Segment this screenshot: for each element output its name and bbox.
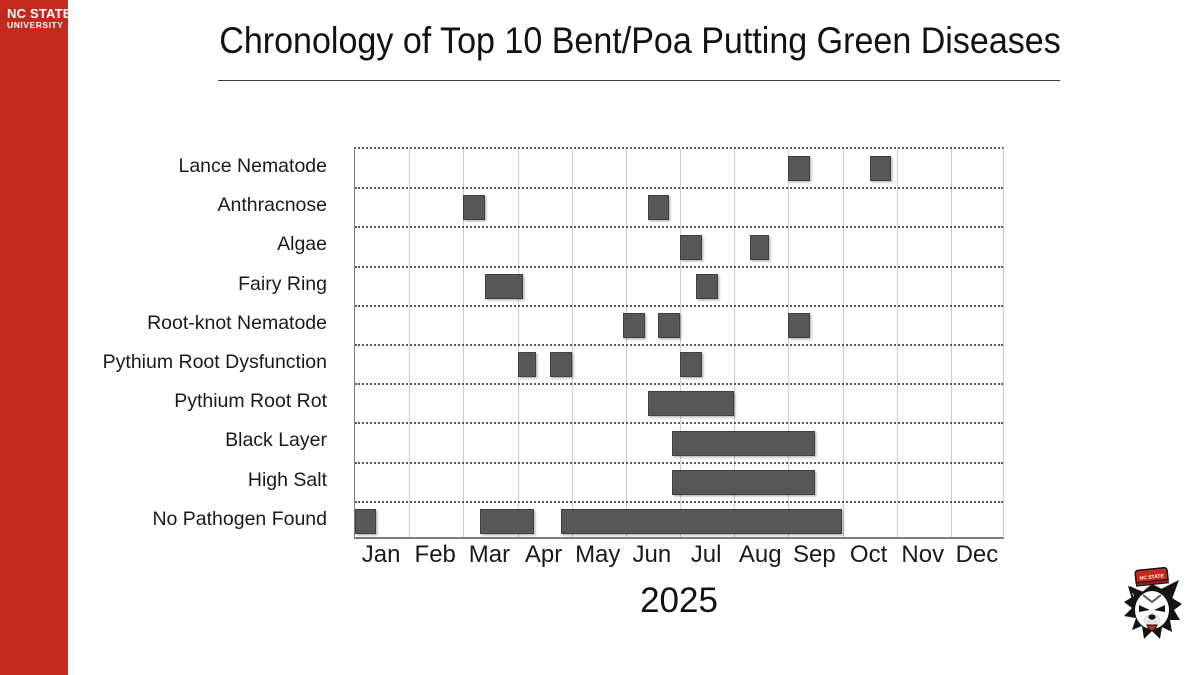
svg-text:NC STATE: NC STATE bbox=[1139, 573, 1164, 582]
row-label: Algae bbox=[277, 233, 327, 256]
nc-state-brand-bar: NC STATE UNIVERSITY bbox=[0, 0, 71, 675]
row-separator-line bbox=[355, 187, 1003, 190]
gantt-bar bbox=[750, 234, 770, 260]
month-gridline bbox=[463, 149, 465, 537]
gantt-bar bbox=[680, 352, 702, 378]
month-gridline bbox=[571, 149, 573, 537]
month-tick-label: Feb bbox=[414, 541, 456, 568]
nc-state-logo: NC STATE UNIVERSITY bbox=[7, 7, 72, 30]
gantt-bar bbox=[647, 391, 735, 417]
row-label: Anthracnose bbox=[217, 194, 328, 217]
gantt-bar bbox=[485, 273, 523, 299]
month-tick-label: Mar bbox=[468, 541, 511, 568]
gantt-bar bbox=[671, 430, 816, 456]
wolf-hat: NC STATE bbox=[1134, 566, 1169, 587]
month-tick-label: Nov bbox=[901, 541, 945, 568]
month-gridline bbox=[788, 149, 790, 537]
month-tick-label: Jan bbox=[361, 541, 401, 568]
month-gridline bbox=[842, 149, 844, 537]
month-gridline bbox=[517, 149, 519, 537]
gantt-plot-area bbox=[354, 147, 1004, 539]
row-label: Lance Nematode bbox=[178, 155, 327, 177]
row-separator-line bbox=[355, 461, 1003, 464]
row-separator-line bbox=[355, 500, 1003, 503]
gantt-bar bbox=[517, 352, 537, 378]
gantt-bar bbox=[658, 312, 680, 338]
row-label: Pythium Root Dysfunction bbox=[102, 351, 327, 373]
month-tick-label: Apr bbox=[524, 541, 563, 568]
row-separator-line bbox=[355, 344, 1003, 346]
gantt-bar bbox=[355, 508, 376, 534]
month-tick-label: Jun bbox=[632, 541, 672, 568]
month-gridline bbox=[734, 149, 736, 537]
brand-subname: UNIVERSITY bbox=[7, 19, 64, 30]
gantt-bar bbox=[696, 273, 718, 299]
gantt-bar bbox=[560, 508, 843, 534]
month-tick-label: Sep bbox=[793, 541, 836, 568]
gantt-bar bbox=[788, 156, 810, 182]
month-gridline bbox=[680, 149, 681, 537]
month-gridline bbox=[409, 149, 411, 537]
page-title: Chronology of Top 10 Bent/Poa Putting Gr… bbox=[219, 20, 1061, 61]
row-label: No Pathogen Found bbox=[152, 507, 327, 530]
gantt-bar bbox=[623, 312, 645, 338]
row-label: Pythium Root Rot bbox=[174, 390, 327, 413]
gantt-bar bbox=[671, 469, 816, 495]
month-gridline bbox=[625, 149, 627, 537]
row-separator-line bbox=[355, 304, 1003, 307]
wolf-head-graphic: NC STATE bbox=[1124, 566, 1182, 639]
month-tick-label: Jul bbox=[690, 541, 722, 568]
month-tick-label: Dec bbox=[955, 541, 999, 568]
brand-name: NC STATE bbox=[7, 6, 72, 21]
year-label: 2025 bbox=[640, 581, 718, 620]
row-separator-line bbox=[355, 422, 1003, 425]
month-tick-label: Oct bbox=[849, 541, 888, 568]
gantt-bar bbox=[788, 312, 810, 338]
gantt-bar bbox=[479, 508, 534, 534]
gantt-bar bbox=[550, 352, 572, 378]
row-label: Root-knot Nematode bbox=[147, 311, 327, 334]
row-separator-line bbox=[355, 265, 1003, 268]
gantt-bar bbox=[647, 195, 670, 221]
month-tick-label: May bbox=[575, 541, 621, 568]
month-gridline bbox=[896, 149, 898, 537]
gantt-bar bbox=[869, 156, 892, 182]
month-gridline bbox=[950, 149, 952, 537]
title-underline bbox=[218, 80, 1060, 81]
gantt-bar bbox=[463, 195, 485, 221]
gantt-bar bbox=[680, 234, 702, 260]
row-separator-line bbox=[355, 383, 1003, 386]
month-tick-label: Aug bbox=[738, 541, 782, 568]
row-label: Black Layer bbox=[225, 429, 327, 452]
nc-state-wolf-icon: NC STATE bbox=[1116, 566, 1190, 648]
row-label: High Salt bbox=[247, 468, 327, 491]
row-label: Fairy Ring bbox=[238, 272, 327, 295]
row-separator-line bbox=[355, 226, 1003, 229]
